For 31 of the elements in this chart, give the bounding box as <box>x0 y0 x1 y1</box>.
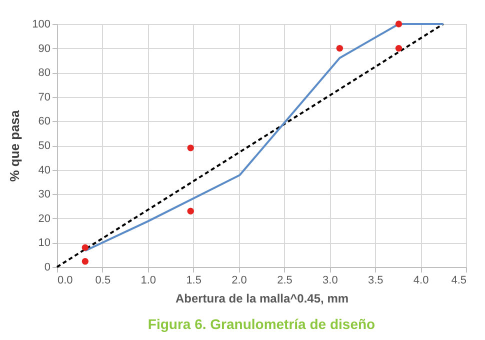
x-axis-title: Abertura de la malla^0.45, mm <box>175 292 349 306</box>
y-tick-label: 100 <box>32 18 50 30</box>
point <box>395 44 402 52</box>
point <box>187 144 194 152</box>
point <box>82 244 89 251</box>
point <box>82 258 89 265</box>
y-axis-title: % que pasa <box>7 109 22 182</box>
x-tick-label: 2.5 <box>277 274 292 286</box>
x-tick-label: 1.5 <box>186 274 202 286</box>
x-tick-label: 0.5 <box>95 274 111 286</box>
point <box>395 20 402 28</box>
x-tick-label: 4.0 <box>413 274 429 286</box>
x-tick-label: 3.0 <box>322 274 338 286</box>
text: Figura 6. Granulometría de diseño <box>148 316 376 332</box>
x-tick-label: 1.0 <box>140 274 156 286</box>
point <box>187 208 194 214</box>
x-tick-label: 3.5 <box>368 274 384 286</box>
y-tick-label: 80 <box>38 67 50 80</box>
point <box>336 44 344 52</box>
x-tick-label: 0.0 <box>58 274 73 286</box>
y-tick-label: 0 <box>44 262 50 274</box>
y-tick-label: 30 <box>38 188 50 201</box>
y-tick-label: 50 <box>38 140 50 152</box>
y-tick-label: 10 <box>38 237 50 250</box>
y-tick-label: 90 <box>38 42 50 55</box>
y-tick-label: 40 <box>38 164 50 176</box>
y-tick-label: 20 <box>38 212 50 225</box>
y-tick-label: 60 <box>38 116 50 128</box>
x-tick-label: 4.5 <box>451 274 466 286</box>
x-tick-label: 2.0 <box>232 274 247 286</box>
y-tick-label: 70 <box>38 91 50 104</box>
